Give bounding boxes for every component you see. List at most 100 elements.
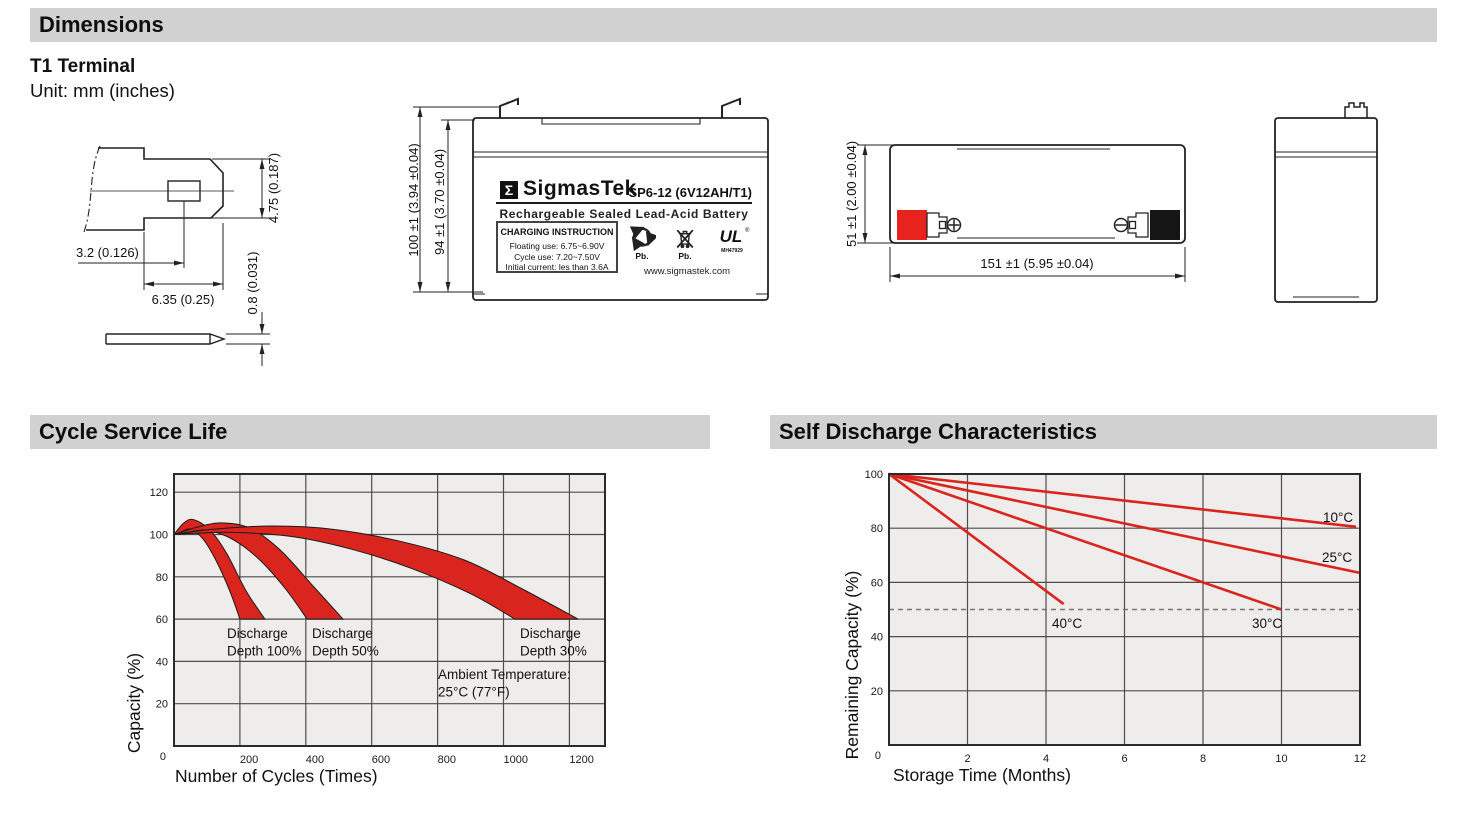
y-axis-title: Remaining Capacity (%) xyxy=(842,571,862,760)
svg-text:60: 60 xyxy=(156,614,168,626)
negative-faston-tab xyxy=(1127,212,1149,238)
plus-symbol xyxy=(946,217,962,233)
svg-text:10: 10 xyxy=(1275,753,1287,765)
dim-case-height: 94 ±1 (3.70 ±0.04) xyxy=(432,149,447,255)
terminal-tab xyxy=(1344,102,1368,118)
battery-type-text: Rechargeable Sealed Lead-Acid Battery xyxy=(499,207,749,221)
brand-name: SigmasTek xyxy=(523,177,637,200)
x-axis-title: Storage Time (Months) xyxy=(893,765,1071,785)
battery-front-view: 100 ±1 (3.94 ±0.04) 94 ±1 (3.70 ±0.04) xyxy=(406,97,769,301)
website-text: www.sigmastek.com xyxy=(643,266,731,277)
svg-text:4: 4 xyxy=(1043,753,1049,765)
svg-text:30°C: 30°C xyxy=(1252,616,1282,631)
svg-text:0: 0 xyxy=(160,751,166,763)
model-number: SP6-12 (6V12AH/T1) xyxy=(628,185,752,200)
svg-text:12: 12 xyxy=(1354,753,1366,765)
svg-text:UL: UL xyxy=(720,227,743,246)
svg-text:40: 40 xyxy=(871,632,883,644)
section-header-self-discharge: Self Discharge Characteristics xyxy=(770,415,1437,449)
charging-instruction-box: CHARGING INSTRUCTION Floating use: 6.75~… xyxy=(496,221,618,273)
svg-text:2: 2 xyxy=(964,753,970,765)
svg-text:0: 0 xyxy=(875,750,881,762)
dim-tab-length: 6.35 (0.25) xyxy=(152,292,215,307)
section-header-dimensions: Dimensions xyxy=(30,8,1437,42)
terminal-detail-drawing: 4.75 (0.187) 3.2 (0.126) 6.35 (0.25) 0.8… xyxy=(76,145,281,366)
svg-text:600: 600 xyxy=(372,754,390,766)
x-axis-title: Number of Cycles (Times) xyxy=(175,766,378,786)
section-title: Dimensions xyxy=(39,12,164,37)
charging-line-initial: Initial current: les than 3.6A xyxy=(505,262,609,272)
battery-top-view: 51 ±1 (2.00 ±0.04) 151 ±1 (5.95 ±0.04) xyxy=(844,141,1186,282)
terminal-blade-side-view xyxy=(105,333,227,345)
unit-note: Unit: mm (inches) xyxy=(30,80,175,101)
battery-case xyxy=(472,117,769,301)
cycle-service-life-chart: 200 400 600 800 1000 1200 0 20 40 60 80 100 120 Disch… xyxy=(124,473,606,786)
svg-text:10°C: 10°C xyxy=(1323,510,1353,525)
dim-case-length: 151 ±1 (5.95 ±0.04) xyxy=(980,256,1093,271)
svg-text:400: 400 xyxy=(306,754,324,766)
svg-text:1200: 1200 xyxy=(569,754,593,766)
terminal-tab-right xyxy=(721,97,741,118)
section-header-cycle-life: Cycle Service Life xyxy=(30,415,710,449)
svg-text:200: 200 xyxy=(240,754,258,766)
dim-case-width: 51 ±1 (2.00 ±0.04) xyxy=(844,141,859,247)
svg-text:800: 800 xyxy=(438,754,456,766)
recycle-pb-icon-block: Pb. xyxy=(628,225,656,261)
svg-text:20: 20 xyxy=(871,686,883,698)
svg-text:8: 8 xyxy=(1200,753,1206,765)
battery-label: Σ SigmasTek SP6-12 (6V12AH/T1) Rechargea… xyxy=(496,169,752,281)
svg-text:6: 6 xyxy=(1121,753,1127,765)
crossed-bin-pb-icon-block: Pb. xyxy=(673,225,697,261)
svg-text:80: 80 xyxy=(156,572,168,584)
svg-text:40: 40 xyxy=(156,656,168,668)
svg-text:80: 80 xyxy=(871,523,883,535)
dim-terminal-thickness: 0.8 (0.031) xyxy=(245,252,260,315)
self-discharge-chart: 2 4 6 8 10 12 0 20 40 60 80 100 10°C 25°C 30°C 40°C Rem… xyxy=(842,469,1366,785)
dim-total-height: 100 ±1 (3.94 ±0.04) xyxy=(406,143,421,256)
positive-faston-tab xyxy=(926,212,948,238)
svg-text:60: 60 xyxy=(871,577,883,589)
charging-title: CHARGING INSTRUCTION xyxy=(500,227,614,237)
negative-terminal-black xyxy=(1150,210,1180,240)
minus-symbol xyxy=(1113,217,1129,233)
terminal-type-title: T1 Terminal xyxy=(30,56,136,77)
svg-text:40°C: 40°C xyxy=(1052,616,1082,631)
lid-seam xyxy=(1275,151,1377,158)
y-axis-title: Capacity (%) xyxy=(124,653,144,753)
svg-text:100: 100 xyxy=(150,529,168,541)
svg-text:25°C: 25°C xyxy=(1322,550,1352,565)
section-title: Self Discharge Characteristics xyxy=(779,419,1097,444)
recycle-icon xyxy=(629,226,656,251)
case-outline xyxy=(1274,117,1378,303)
lid-seam xyxy=(473,151,768,158)
svg-text:100: 100 xyxy=(865,469,883,481)
ul-file-number: MH47929 xyxy=(721,248,743,254)
label-icons-row: Pb. Pb. UL ® xyxy=(628,225,750,261)
break-line xyxy=(83,145,101,233)
dim-terminal-height: 4.75 (0.187) xyxy=(266,153,281,223)
ul-mark-block: UL ® MH47929 xyxy=(714,225,750,254)
svg-text:120: 120 xyxy=(150,487,168,499)
terminal-tab-left xyxy=(499,97,519,118)
dim-hole-offset: 3.2 (0.126) xyxy=(76,245,139,260)
label-header: Σ SigmasTek SP6-12 (6V12AH/T1) xyxy=(496,169,752,204)
section-title: Cycle Service Life xyxy=(39,419,228,444)
sigma-logo-icon: Σ xyxy=(500,181,518,199)
terminal-tab-outline xyxy=(86,147,224,231)
pb-label: Pb. xyxy=(678,251,692,261)
crossed-out-bin-icon xyxy=(676,229,694,249)
svg-text:Ambient Temperature:25°C (77°F: Ambient Temperature: 25°C (77°F) xyxy=(438,667,571,700)
top-recess xyxy=(541,118,701,125)
pb-label: Pb. xyxy=(635,251,649,261)
svg-text:20: 20 xyxy=(156,699,168,711)
ul-certification-icon: UL ® xyxy=(720,227,750,246)
svg-text:®: ® xyxy=(745,227,750,234)
charging-line-cycle: Cycle use: 7.20~7.50V xyxy=(514,251,600,262)
svg-text:1000: 1000 xyxy=(504,754,528,766)
case-outline xyxy=(889,144,1186,244)
charging-line-floating: Floating use: 6.75~6.90V xyxy=(509,241,605,251)
